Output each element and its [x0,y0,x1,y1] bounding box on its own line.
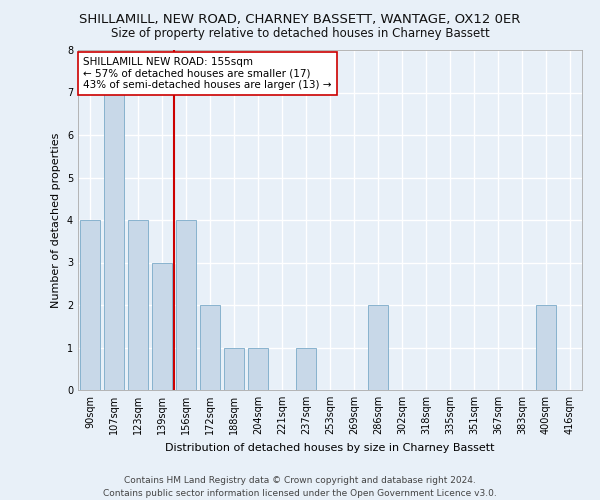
Bar [176,220,196,390]
Bar [128,220,148,390]
Text: Contains HM Land Registry data © Crown copyright and database right 2024.
Contai: Contains HM Land Registry data © Crown c… [103,476,497,498]
Bar [200,305,220,390]
Bar [368,305,388,390]
Bar [248,348,268,390]
Bar [296,348,316,390]
Text: SHILLAMILL, NEW ROAD, CHARNEY BASSETT, WANTAGE, OX12 0ER: SHILLAMILL, NEW ROAD, CHARNEY BASSETT, W… [79,12,521,26]
Bar [104,92,124,390]
Text: SHILLAMILL NEW ROAD: 155sqm
← 57% of detached houses are smaller (17)
43% of sem: SHILLAMILL NEW ROAD: 155sqm ← 57% of det… [83,57,332,90]
Bar [224,348,244,390]
X-axis label: Distribution of detached houses by size in Charney Bassett: Distribution of detached houses by size … [165,442,495,452]
Text: Size of property relative to detached houses in Charney Bassett: Size of property relative to detached ho… [110,28,490,40]
Bar [536,305,556,390]
Bar [80,220,100,390]
Y-axis label: Number of detached properties: Number of detached properties [52,132,61,308]
Bar [152,262,172,390]
